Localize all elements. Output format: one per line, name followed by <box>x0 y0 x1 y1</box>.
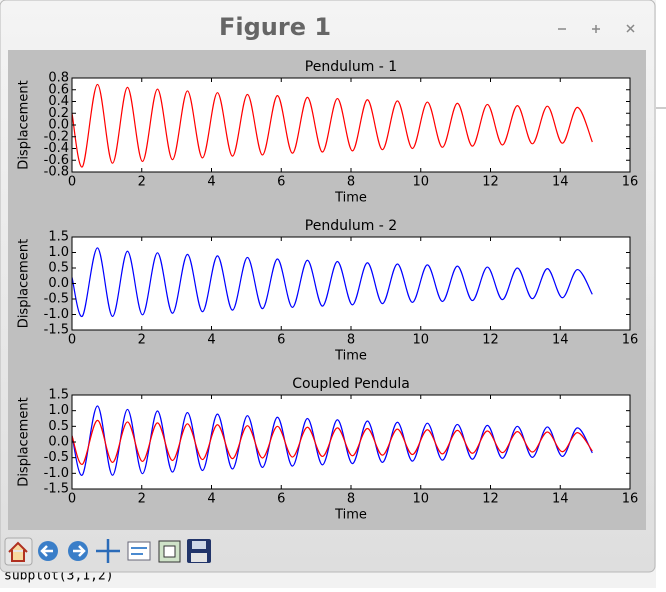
x-tick-label: 2 <box>138 492 146 507</box>
y-tick-label: 0.4 <box>48 94 69 109</box>
x-tick-label: 14 <box>552 333 569 348</box>
forward-button[interactable] <box>68 541 88 561</box>
y-tick-label: 0.6 <box>48 82 69 97</box>
data-line <box>72 83 593 168</box>
window-controls <box>558 24 635 33</box>
y-tick-label: 0.0 <box>48 118 69 133</box>
x-axis-label: Time <box>334 349 367 364</box>
y-tick-label: 1.0 <box>48 245 69 260</box>
axes-background <box>72 237 630 330</box>
x-tick-label: 2 <box>138 333 146 348</box>
toolbar <box>4 537 211 566</box>
y-tick-label: 0.0 <box>48 435 69 450</box>
x-tick-label: 16 <box>622 333 639 348</box>
y-tick-label: 0.2 <box>48 106 69 121</box>
subplot: 0 2 4 6 8 10 12 14 16 -1.5-1.0-0.50.00.51.01.5 Cou… <box>17 376 639 523</box>
x-tick-label: 12 <box>482 492 499 507</box>
window-title: Figure 1 <box>219 13 331 41</box>
y-tick-label: -0.4 <box>44 141 69 156</box>
x-tick-label: 14 <box>552 492 569 507</box>
x-tick-label: 16 <box>622 492 639 507</box>
x-tick-label: 12 <box>482 175 499 190</box>
save-button[interactable] <box>187 539 211 563</box>
plot-area <box>72 247 593 317</box>
x-tick-label: 14 <box>552 175 569 190</box>
zoom-button[interactable] <box>158 540 181 563</box>
home-button[interactable] <box>4 537 33 566</box>
plot-area <box>72 405 593 476</box>
y-tick-label: -0.6 <box>44 153 69 168</box>
x-tick-label: 10 <box>412 333 429 348</box>
data-line <box>72 419 593 465</box>
y-tick-label: 0.5 <box>48 419 69 434</box>
y-tick-label: 1.0 <box>48 403 69 418</box>
axes-background <box>72 395 630 489</box>
x-tick-label: 2 <box>138 175 146 190</box>
x-tick-label: 6 <box>277 492 285 507</box>
plots: 0 2 4 6 8 10 12 14 16-0.8-0.6-0.4-0.20.00.20.40.… <box>17 59 639 523</box>
x-tick-label: 0 <box>68 333 76 348</box>
chart-title: Pendulum - 1 <box>305 59 397 75</box>
plot-area <box>72 83 593 168</box>
y-axis-label: Displacement <box>17 397 32 486</box>
x-tick-label: 6 <box>277 175 285 190</box>
x-tick-label: 8 <box>347 333 355 348</box>
configure-button[interactable] <box>127 541 151 561</box>
subplot: 0 2 4 6 8 10 12 14 16 -1.5-1.0-0.50.00.51.01.5 Pen… <box>17 218 639 364</box>
y-tick-label: -1.5 <box>44 482 69 497</box>
maximize-button[interactable] <box>592 25 600 33</box>
x-tick-label: 6 <box>277 333 285 348</box>
y-tick-label: -1.5 <box>44 323 69 338</box>
x-tick-label: 8 <box>347 175 355 190</box>
y-tick-label: -0.8 <box>44 165 69 180</box>
x-tick-label: 10 <box>412 492 429 507</box>
x-tick-label: 0 <box>68 175 76 190</box>
y-tick-label: -1.0 <box>44 307 69 322</box>
x-tick-label: 4 <box>207 333 215 348</box>
y-tick-label: 0.8 <box>48 71 69 86</box>
y-axis-label: Displacement <box>17 239 32 328</box>
y-tick-label: 1.5 <box>48 230 69 245</box>
x-tick-label: 10 <box>412 175 429 190</box>
x-axis-label: Time <box>334 508 367 523</box>
y-tick-label: 1.5 <box>48 388 69 403</box>
y-tick-label: -0.5 <box>44 292 69 307</box>
y-tick-label: 0.0 <box>48 276 69 291</box>
back-button[interactable] <box>38 541 58 561</box>
y-axis-label: Displacement <box>17 80 32 169</box>
close-button[interactable] <box>626 24 635 33</box>
pan-button[interactable] <box>96 539 120 563</box>
chart-title: Pendulum - 2 <box>305 218 397 234</box>
x-tick-label: 8 <box>347 492 355 507</box>
y-tick-label: 0.5 <box>48 261 69 276</box>
x-tick-label: 4 <box>207 492 215 507</box>
y-tick-label: -1.0 <box>44 466 69 481</box>
x-tick-label: 4 <box>207 175 215 190</box>
x-axis-label: Time <box>334 191 367 206</box>
subplot: 0 2 4 6 8 10 12 14 16-0.8-0.6-0.4-0.20.00.20.40.… <box>17 59 639 206</box>
x-tick-label: 0 <box>68 492 76 507</box>
chart-title: Coupled Pendula <box>292 376 410 392</box>
y-tick-label: -0.5 <box>44 450 69 465</box>
x-tick-label: 12 <box>482 333 499 348</box>
x-tick-label: 16 <box>622 175 639 190</box>
y-tick-label: -0.2 <box>44 129 69 144</box>
background-app <box>656 0 666 588</box>
data-line <box>72 247 593 317</box>
